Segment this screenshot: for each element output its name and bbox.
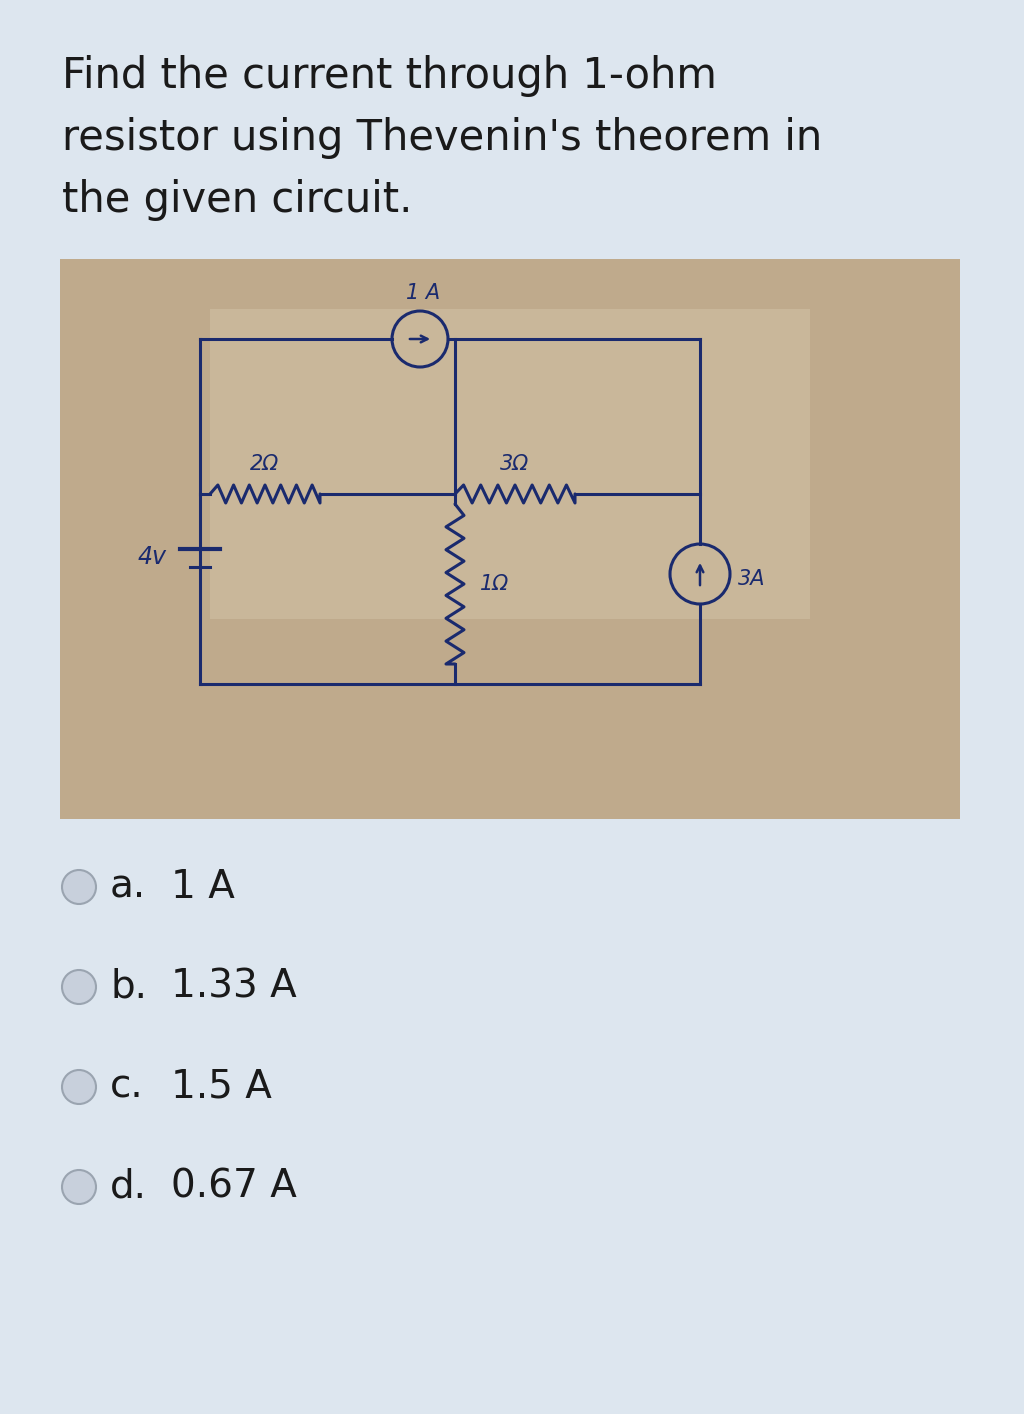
- Text: 2Ω: 2Ω: [251, 454, 280, 474]
- Circle shape: [62, 1070, 96, 1104]
- Text: the given circuit.: the given circuit.: [62, 180, 413, 221]
- Text: d.: d.: [110, 1168, 147, 1206]
- Text: 3A: 3A: [738, 568, 766, 590]
- Text: 1 A: 1 A: [406, 283, 440, 303]
- Text: 1.5 A: 1.5 A: [171, 1068, 272, 1106]
- Text: 1Ω: 1Ω: [480, 574, 509, 594]
- Circle shape: [62, 1169, 96, 1203]
- Text: b.: b.: [110, 969, 147, 1005]
- Circle shape: [62, 870, 96, 904]
- Text: 1 A: 1 A: [171, 868, 234, 906]
- Text: 4v: 4v: [137, 544, 167, 568]
- Bar: [60, 259, 961, 819]
- Text: c.: c.: [110, 1068, 143, 1106]
- Text: 3Ω: 3Ω: [501, 454, 529, 474]
- Text: Find the current through 1-ohm: Find the current through 1-ohm: [62, 55, 717, 98]
- Text: a.: a.: [110, 868, 146, 906]
- Text: 0.67 A: 0.67 A: [171, 1168, 297, 1206]
- Circle shape: [62, 970, 96, 1004]
- Bar: [210, 310, 810, 619]
- Text: 1.33 A: 1.33 A: [171, 969, 297, 1005]
- Text: resistor using Thevenin's theorem in: resistor using Thevenin's theorem in: [62, 117, 822, 158]
